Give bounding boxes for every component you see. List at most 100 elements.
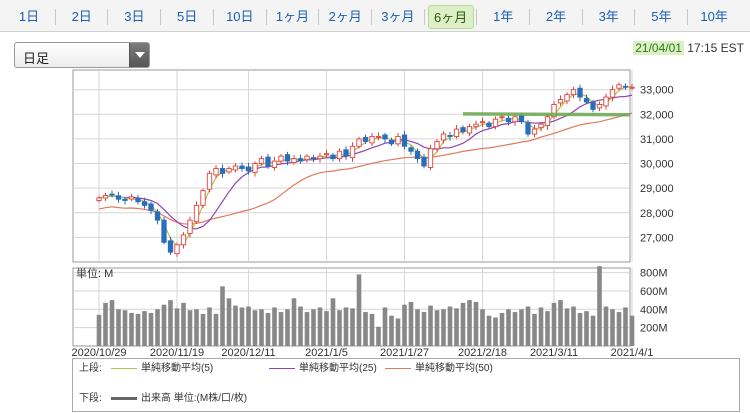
volume-bar: [382, 307, 388, 346]
volume-bar: [584, 311, 589, 346]
tab-period-6[interactable]: 2ヶ月: [328, 9, 362, 24]
tab-period-11[interactable]: 3年: [598, 9, 619, 24]
volume-bar: [623, 307, 628, 346]
candle-body: [167, 240, 174, 253]
tab-separator: [107, 9, 109, 25]
legend-item-volume: 出来高 単位:(M株/口/枚): [111, 392, 247, 406]
legend-line-volume: [111, 396, 137, 400]
candle-body: [356, 138, 362, 147]
tab-period-8[interactable]: 6ヶ月: [427, 5, 474, 29]
candle-body: [453, 128, 460, 137]
volume-bar: [395, 318, 401, 346]
chevron-down-icon[interactable]: [129, 43, 149, 67]
candle-body: [434, 140, 440, 150]
candle-body: [557, 99, 564, 104]
price-y-tick-label: 32,000: [640, 109, 674, 121]
candle-body: [271, 160, 278, 168]
volume-bar: [200, 313, 206, 346]
price-y-tick-label: 28,000: [640, 208, 674, 220]
price-y-tick-label: 29,000: [640, 183, 674, 195]
candle-body: [395, 136, 401, 145]
tab-period-5[interactable]: 1ヶ月: [275, 9, 310, 24]
candle-body: [570, 89, 577, 96]
candle-body: [421, 156, 427, 167]
tab-period-0[interactable]: 1日: [18, 9, 40, 24]
volume-bar: [324, 311, 329, 346]
volume-bar: [161, 304, 167, 346]
x-axis-label: 2021/1/27: [380, 347, 429, 359]
volume-bar: [233, 305, 238, 346]
volume-y-tick-label: 800M: [640, 268, 668, 280]
legend-label-sma25: 単純移動平均(25): [299, 363, 377, 374]
volume-bar: [337, 310, 342, 346]
volume-bar: [343, 307, 349, 346]
candle-body: [473, 123, 479, 128]
volume-bar: [181, 302, 186, 346]
candle-body: [408, 147, 414, 152]
volume-bar: [402, 304, 407, 346]
timestamp-time: 17:15 EST: [687, 41, 744, 55]
volume-bar: [571, 306, 576, 346]
volume-bar: [356, 274, 362, 346]
candle-body: [278, 155, 284, 162]
support-line-annotation: [462, 112, 631, 117]
candle-body: [538, 123, 544, 129]
candle-body: [187, 219, 193, 234]
volume-bar: [480, 309, 485, 346]
legend-item-sma5: 単純移動平均(5): [111, 362, 213, 376]
candle-body: [297, 158, 304, 162]
candle-body: [362, 136, 369, 142]
tab-period-9[interactable]: 1年: [493, 9, 514, 24]
tab-separator: [476, 9, 478, 25]
x-axis-label: 2021/3/11: [530, 347, 578, 359]
volume-bar: [207, 307, 212, 346]
candle-body: [544, 116, 551, 127]
volume-bar: [317, 307, 323, 346]
candle-body: [440, 133, 447, 141]
legend-line-sma25: [269, 367, 295, 369]
candle-body: [148, 203, 154, 211]
candle-body: [622, 85, 629, 88]
tab-period-1[interactable]: 2日: [71, 9, 92, 24]
volume-y-tick-label: 200M: [640, 323, 668, 335]
x-axis-label: 2020/10/29: [71, 347, 126, 359]
tab-separator: [634, 9, 636, 25]
volume-bar: [311, 309, 316, 346]
candle-body: [115, 195, 122, 200]
x-axis-label: 2021/4/1: [611, 347, 654, 359]
tab-separator: [687, 9, 689, 25]
volume-bar: [512, 312, 518, 346]
tab-period-7[interactable]: 3ヶ月: [381, 9, 415, 24]
volume-bar: [499, 312, 505, 346]
interval-select[interactable]: 日足: [14, 42, 150, 68]
volume-bar: [298, 306, 303, 346]
tab-separator: [265, 9, 267, 25]
candle-body: [505, 117, 512, 123]
candle-body: [583, 98, 590, 103]
tab-period-12[interactable]: 5年: [651, 9, 672, 24]
volume-bar: [376, 326, 381, 346]
price-y-tick-label: 30,000: [640, 159, 674, 171]
candle-body: [330, 154, 336, 160]
legend-label-sma5: 単純移動平均(5): [141, 363, 214, 374]
price-y-tick-label: 27,000: [640, 232, 674, 244]
tab-separator: [160, 9, 162, 25]
candle-body: [460, 127, 466, 132]
candle-body: [499, 116, 505, 119]
tab-period-10[interactable]: 2年: [545, 9, 567, 24]
candle-body: [219, 168, 226, 174]
volume-bar: [259, 309, 264, 346]
tab-period-4[interactable]: 10日: [226, 9, 254, 24]
candle-body: [213, 168, 219, 176]
volume-bar: [545, 311, 550, 346]
candle-body: [616, 84, 622, 89]
tab-period-2[interactable]: 3日: [124, 9, 145, 24]
candle-body: [590, 101, 596, 110]
candle-body: [466, 126, 473, 134]
candle-body: [388, 139, 395, 145]
tab-period-13[interactable]: 10年: [700, 9, 728, 24]
volume-bar: [291, 298, 297, 346]
volume-bar: [363, 312, 368, 346]
candle-body: [609, 89, 616, 98]
tab-period-3[interactable]: 5日: [176, 9, 198, 24]
